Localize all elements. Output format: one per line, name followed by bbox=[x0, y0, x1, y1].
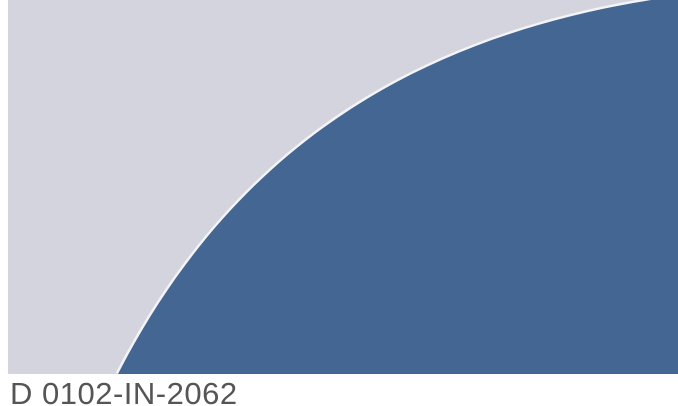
image-caption: D 0102-IN-2062 bbox=[10, 376, 238, 406]
swatch-graphic bbox=[8, 0, 678, 374]
swatch-arc-shape bbox=[118, 0, 678, 374]
color-swatch-image bbox=[8, 0, 678, 374]
